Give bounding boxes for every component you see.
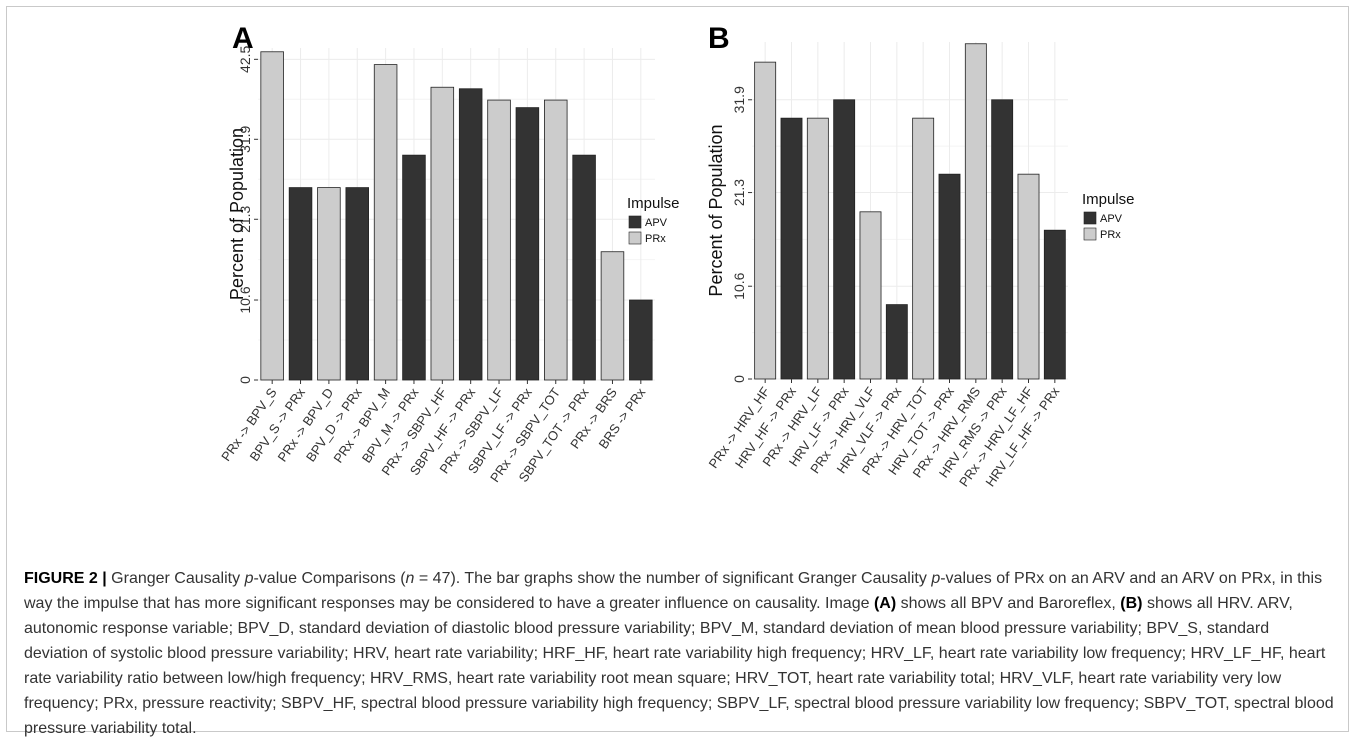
caption-text-5: shows all BPV and Baroreflex, xyxy=(896,595,1120,612)
legend-entry-prx: PRx xyxy=(645,233,666,245)
bar xyxy=(834,100,855,379)
legend-swatch-prx xyxy=(629,232,641,244)
bar xyxy=(992,100,1013,379)
bar xyxy=(261,52,284,380)
bar xyxy=(346,188,369,380)
legend: Impulse APV PRx xyxy=(627,195,680,245)
y-tick-label: 10.6 xyxy=(731,272,747,299)
bar xyxy=(965,44,986,379)
bar xyxy=(289,188,312,380)
legend-swatch-prx xyxy=(1084,228,1096,240)
caption-ref-a: (A) xyxy=(874,595,896,612)
bar xyxy=(544,100,567,380)
bar xyxy=(516,108,539,380)
legend-swatch-apv xyxy=(629,216,641,228)
panel-label-b: B xyxy=(708,22,730,55)
bar xyxy=(781,118,802,379)
y-tick-label: 31.9 xyxy=(731,86,747,113)
bar xyxy=(488,100,511,380)
caption-text-1: Granger Causality xyxy=(107,570,245,587)
bar xyxy=(459,89,482,380)
bar xyxy=(1018,174,1039,379)
legend-title: Impulse xyxy=(627,195,680,212)
bar xyxy=(374,65,397,380)
legend-entry-apv: APV xyxy=(645,217,668,229)
bar xyxy=(886,305,907,379)
bar xyxy=(939,174,960,379)
caption-text-3: = 47). The bar graphs show the number of… xyxy=(414,570,931,587)
y-tick-label: 0 xyxy=(731,375,747,383)
legend-entry-apv: APV xyxy=(1100,213,1123,225)
legend-swatch-apv xyxy=(1084,212,1096,224)
bar xyxy=(573,155,596,380)
bar xyxy=(913,118,934,379)
y-tick-label: 21.3 xyxy=(731,179,747,206)
bar xyxy=(755,62,776,379)
legend-entry-prx: PRx xyxy=(1100,229,1121,241)
y-tick-label: 42.5 xyxy=(237,45,253,72)
caption-text-6: shows all HRV. ARV, autonomic response v… xyxy=(24,595,1334,737)
figure-caption: FIGURE 2 | Granger Causality p -value Com… xyxy=(24,566,1334,741)
bar xyxy=(1044,230,1065,379)
y-tick-label: 0 xyxy=(237,376,253,384)
legend: Impulse APV PRx xyxy=(1082,191,1135,241)
bar xyxy=(860,212,881,379)
legend-title: Impulse xyxy=(1082,191,1135,208)
bar xyxy=(318,188,341,380)
bar xyxy=(807,118,828,379)
caption-text-2: -value Comparisons ( xyxy=(253,570,405,587)
y-axis-label: Percent of Population xyxy=(706,124,726,296)
caption-p-2: p xyxy=(931,570,940,587)
caption-label: FIGURE 2 | xyxy=(24,570,107,587)
bar xyxy=(629,300,652,380)
bar xyxy=(431,87,454,380)
bar xyxy=(403,155,426,380)
y-axis-label: Percent of Population xyxy=(227,128,247,300)
bar xyxy=(601,252,624,380)
caption-ref-b: (B) xyxy=(1120,595,1142,612)
